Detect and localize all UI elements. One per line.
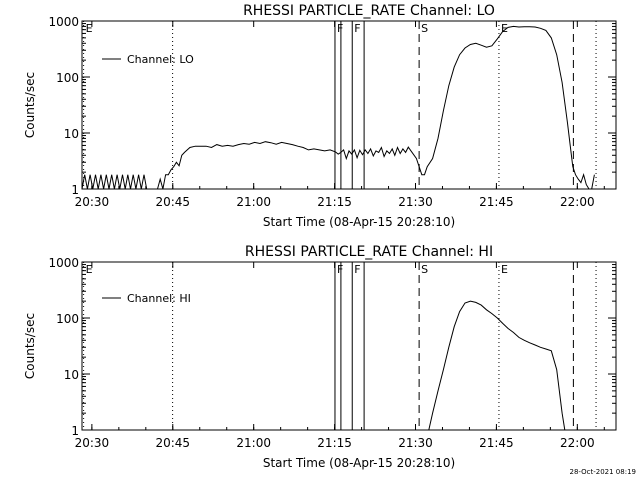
y-tick-label-hi-0: 1 — [71, 424, 79, 438]
x-tick-label-lo-3: 21:15 — [317, 195, 352, 209]
x-tick-label-hi-6: 22:00 — [560, 436, 595, 450]
chart-title-lo: RHESSI PARTICLE_RATE Channel: LO — [243, 3, 495, 19]
axes-lo: 20:30 20:45 21:00 21:15 21:30 21:45 22:00 1 10 10… — [48, 15, 616, 209]
y-tick-label-lo-1: 10 — [64, 127, 79, 141]
x-tick-label-hi-0: 20:30 — [75, 436, 110, 450]
y-axis-label-lo: Counts/sec — [23, 72, 37, 138]
plot-frame-lo — [81, 20, 617, 190]
y-tick-label-hi-3: 1000 — [48, 256, 79, 270]
axes-hi: 20:30 20:45 21:00 21:15 21:30 21:45 22:00 1 10 10… — [48, 256, 616, 450]
x-tick-label-lo-4: 21:30 — [398, 195, 433, 209]
marker-label-hi-7: E — [501, 263, 508, 276]
x-axis-label-lo: Start Time (08-Apr-15 20:28:10) — [263, 215, 455, 229]
legend-label-hi: Channel: HI — [127, 292, 191, 305]
x-tick-label-lo-1: 20:45 — [155, 195, 190, 209]
chart-title-hi: RHESSI PARTICLE_RATE Channel: HI — [245, 244, 493, 260]
footer-timestamp: 28-Oct-2021 08:19 — [570, 468, 636, 476]
marker-label-hi-0: E — [86, 263, 93, 276]
x-tick-label-hi-2: 21:00 — [236, 436, 271, 450]
series-line-hi-0 — [428, 300, 566, 431]
x-tick-label-lo-5: 21:45 — [479, 195, 514, 209]
series-layer-hi — [428, 300, 566, 431]
x-axis-label-hi: Start Time (08-Apr-15 20:28:10) — [263, 456, 455, 470]
series-line-lo-0 — [81, 25, 595, 190]
series-layer-lo — [81, 25, 595, 190]
marker-label-lo-6: S — [421, 22, 428, 35]
y-tick-label-lo-3: 1000 — [48, 15, 79, 29]
y-tick-label-lo-0: 1 — [71, 183, 79, 197]
y-tick-label-lo-2: 100 — [56, 71, 79, 85]
x-tick-label-hi-1: 20:45 — [155, 436, 190, 450]
x-tick-label-hi-4: 21:30 — [398, 436, 433, 450]
x-tick-label-lo-0: 20:30 — [75, 195, 110, 209]
marker-label-lo-4: F — [354, 22, 360, 35]
y-tick-label-hi-2: 100 — [56, 312, 79, 326]
x-tick-label-hi-3: 21:15 — [317, 436, 352, 450]
x-tick-label-lo-6: 22:00 — [560, 195, 595, 209]
y-tick-label-hi-1: 10 — [64, 368, 79, 382]
x-tick-label-lo-2: 21:00 — [236, 195, 271, 209]
marker-label-lo-0: E — [86, 22, 93, 35]
marker-label-hi-4: F — [354, 263, 360, 276]
legend-label-lo: Channel: LO — [127, 53, 194, 66]
marker-label-hi-6: S — [421, 263, 428, 276]
y-axis-label-hi: Counts/sec — [23, 313, 37, 379]
marker-label-hi-2: F — [337, 263, 343, 276]
marker-label-lo-7: E — [501, 22, 508, 35]
marker-label-lo-2: F — [337, 22, 343, 35]
x-tick-label-hi-5: 21:45 — [479, 436, 514, 450]
plot-frame-hi — [81, 261, 617, 431]
